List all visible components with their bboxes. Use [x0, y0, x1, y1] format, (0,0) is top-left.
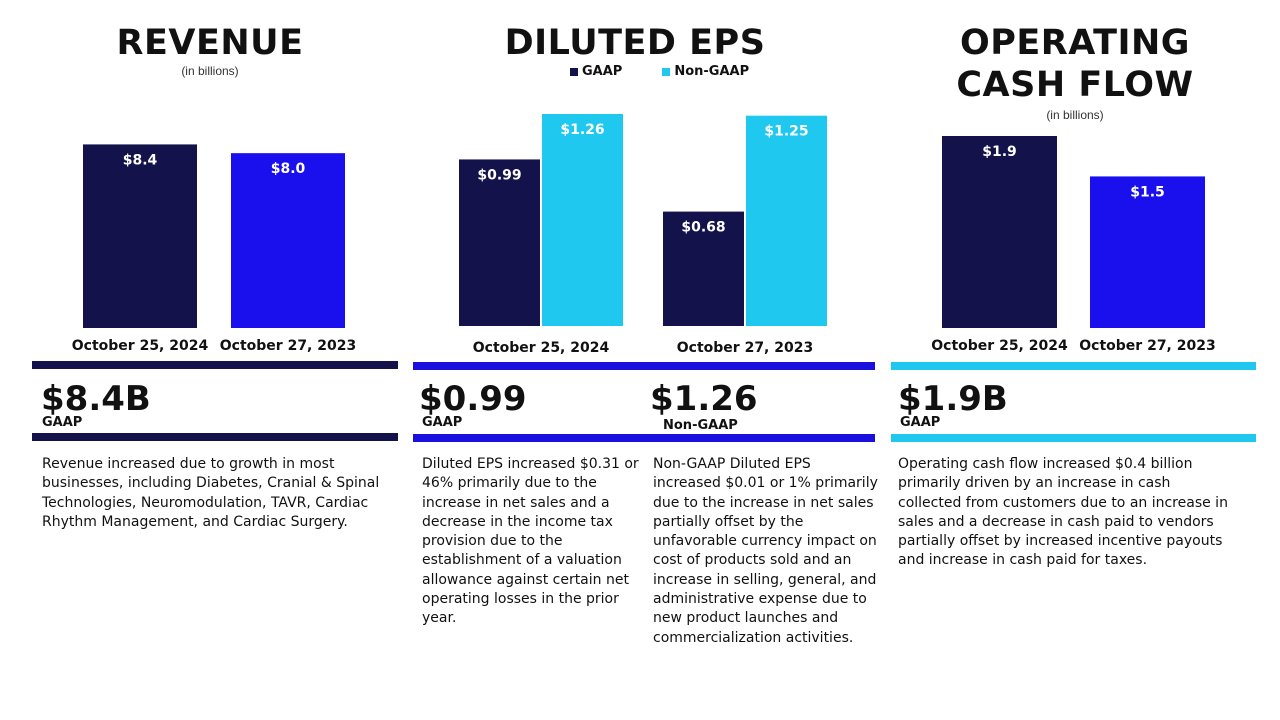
bar-1	[942, 136, 1057, 328]
revenue-description: Revenue increased due to growth in most …	[42, 456, 380, 530]
eps-chart: $0.99 $1.26 October 25, 2024 $0.68 $1.25 Octo…	[459, 114, 827, 356]
eps-top-rule	[413, 362, 875, 370]
eps-headline-nongaap-tag: Non-GAAP	[663, 418, 738, 433]
bar-value-label-1: $8.4	[123, 152, 158, 168]
bar-value-label-non-gaap-2: $1.25	[764, 124, 808, 140]
bar-gaap-1	[459, 159, 540, 326]
eps-title: DILUTED EPS	[504, 23, 766, 63]
cashflow-headline-tag: GAAP	[900, 415, 941, 430]
cashflow-subtitle: (in billions)	[1046, 108, 1104, 122]
legend-gaap-swatch	[570, 67, 578, 76]
revenue-headline: $8.4B	[41, 379, 151, 419]
bar-1	[83, 144, 197, 328]
cashflow-top-rule	[891, 362, 1256, 370]
category-label-2: October 27, 2023	[1079, 338, 1215, 354]
bar-non-gaap-2	[746, 115, 827, 326]
eps-legend: GAAP Non-GAAP	[570, 64, 749, 79]
cashflow-headline: $1.9B	[898, 379, 1008, 419]
eps-headline-nongaap: $1.26	[650, 379, 758, 419]
cashflow-chart: $1.9 October 25, 2024 $1.5 October 27, 2023	[931, 136, 1216, 354]
category-label-2: October 27, 2023	[677, 340, 813, 356]
category-label-2: October 27, 2023	[220, 338, 356, 354]
bar-value-label-2: $8.0	[271, 161, 306, 177]
bar-non-gaap-1	[542, 114, 623, 326]
category-label-1: October 25, 2024	[473, 340, 610, 356]
revenue-chart: $8.4 October 25, 2024 $8.0 October 27, 2023	[72, 144, 356, 354]
category-label-1: October 25, 2024	[72, 338, 209, 354]
eps-headline-gaap: $0.99	[419, 379, 527, 419]
legend-gaap-label: GAAP	[582, 64, 623, 79]
revenue-top-rule	[32, 361, 398, 369]
cashflow-title: OPERATING CASH FLOW	[920, 22, 1230, 106]
legend-nongaap-swatch	[662, 67, 671, 76]
cashflow-bottom-rule	[891, 434, 1256, 442]
bar-value-label-gaap-1: $0.99	[477, 167, 521, 183]
cashflow-title-line1: OPERATING	[959, 23, 1191, 63]
bar-2	[1090, 176, 1205, 328]
bar-2	[231, 153, 345, 328]
eps-description-nongaap: Non-GAAP Diluted EPS increased $0.01 or …	[653, 456, 878, 646]
revenue-subtitle: (in billions)	[181, 64, 239, 78]
eps-description-gaap: Diluted EPS increased $0.31 or 46% prima…	[422, 456, 639, 627]
bar-value-label-1: $1.9	[982, 144, 1017, 160]
eps-headline-gaap-tag: GAAP	[422, 415, 463, 430]
bar-value-label-2: $1.5	[1130, 184, 1165, 200]
cashflow-title-line2: CASH FLOW	[956, 65, 1194, 105]
category-label-1: October 25, 2024	[931, 338, 1068, 354]
revenue-headline-tag: GAAP	[42, 415, 83, 430]
revenue-bottom-rule	[32, 433, 398, 441]
bar-value-label-gaap-2: $0.68	[681, 220, 725, 236]
legend-nongaap-label: Non-GAAP	[674, 64, 750, 79]
revenue-title: REVENUE	[116, 23, 304, 63]
cashflow-description: Operating cash flow increased $0.4 billi…	[898, 456, 1228, 569]
bar-gaap-2	[663, 211, 744, 326]
eps-bottom-rule	[413, 434, 875, 442]
bar-value-label-non-gaap-1: $1.26	[560, 122, 604, 138]
